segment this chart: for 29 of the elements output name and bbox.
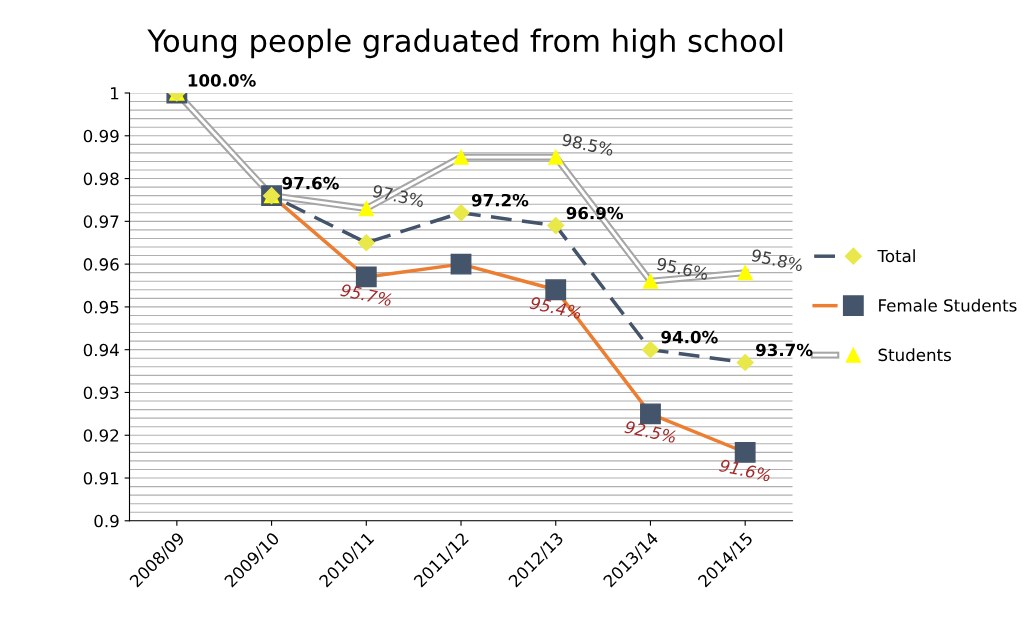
legend-label: Female Students (879, 298, 1017, 312)
y-tick-label: 0.97 (83, 215, 119, 228)
legend-label: Students (878, 348, 951, 362)
y-tick-label: 0.98 (83, 172, 119, 186)
chart-title: Young people graduated from high school (147, 28, 783, 59)
data-label: 97.6% (282, 176, 339, 190)
y-tick-label: 0.9 (94, 514, 119, 528)
legend-label: Total (877, 249, 915, 263)
data-label: 94.0% (661, 330, 718, 344)
data-label: 100.0% (188, 74, 256, 87)
y-tick-label: 0.92 (83, 429, 119, 442)
y-tick-label: 0.95 (83, 300, 119, 314)
y-tick-label: 0.93 (83, 386, 119, 400)
data-label: 97.3% (372, 184, 425, 208)
data-label: 95.8% (751, 248, 804, 272)
data-label: 95.6% (656, 257, 709, 281)
y-tick-label: 0.96 (83, 258, 119, 271)
data-label: 95.4% (529, 296, 582, 320)
data-label: 93.7% (756, 343, 813, 357)
y-tick-label: 1 (111, 87, 119, 100)
data-label: 92.5% (624, 420, 677, 444)
y-tick-label: 0.94 (83, 343, 119, 357)
data-label: 98.5% (561, 133, 615, 157)
data-label: 91.6% (719, 458, 772, 482)
y-tick-label: 0.91 (83, 471, 119, 485)
data-label: 96.9% (566, 206, 624, 220)
data-label: 95.7% (340, 283, 393, 307)
y-tick-label: 0.99 (83, 129, 119, 143)
data-label: 97.2% (471, 193, 529, 207)
